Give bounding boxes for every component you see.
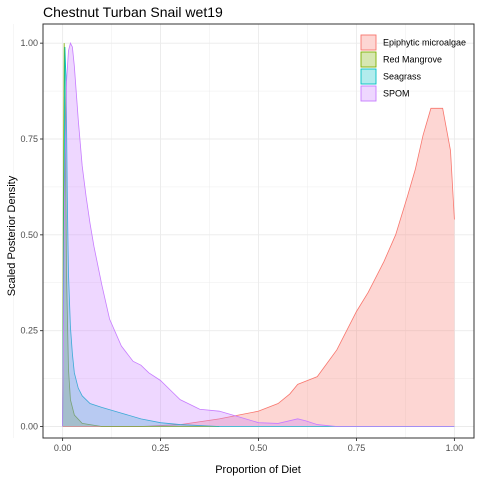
line-spom — [62, 42, 455, 427]
x-tick-label: 0.00 — [54, 443, 72, 453]
density-areas — [62, 42, 455, 427]
y-tick-label: 0.00 — [20, 422, 38, 432]
area-epiphytic-microalgae — [62, 108, 455, 427]
legend-key-bg — [360, 68, 377, 85]
legend-label-seagrass: Seagrass — [383, 72, 422, 82]
y-tick-label: 0.75 — [20, 134, 38, 144]
y-tick-label: 1.00 — [20, 38, 38, 48]
legend-label-red-mangrove: Red Mangrove — [383, 55, 442, 65]
y-axis-title: Scaled Posterior Density — [6, 175, 18, 296]
legend-key-bg — [360, 85, 377, 102]
x-tick-label: 0.50 — [250, 443, 268, 453]
line-red-mangrove — [62, 43, 220, 427]
legend-key-bg — [360, 34, 377, 51]
y-tick-label: 0.50 — [20, 230, 38, 240]
legend-swatch-epiphytic-microalgae — [360, 34, 377, 51]
line-epiphytic-microalgae — [62, 107, 455, 427]
legend-label-epiphytic-microalgae: Epiphytic microalgae — [383, 38, 466, 48]
legend-swatch-spom — [360, 85, 377, 102]
x-tick-label: 0.25 — [152, 443, 170, 453]
x-tick-label: 0.75 — [348, 443, 366, 453]
chart-title: Chestnut Turban Snail wet19 — [43, 4, 223, 20]
x-axis-ticks: 0.00 0.25 0.50 0.75 1.00 — [54, 438, 463, 453]
y-axis-ticks: 0.00 0.25 0.50 0.75 1.00 — [20, 38, 43, 432]
legend-label-spom: SPOM — [383, 89, 410, 99]
x-tick-label: 1.00 — [446, 443, 464, 453]
x-axis-title: Proportion of Diet — [215, 464, 301, 476]
legend: Epiphytic microalgae Red Mangrove Seagrass… — [360, 34, 466, 102]
legend-swatch-red-mangrove — [360, 51, 377, 68]
area-spom — [62, 43, 455, 427]
legend-key-bg — [360, 51, 377, 68]
legend-swatch-seagrass — [360, 68, 377, 85]
y-tick-label: 0.25 — [20, 326, 38, 336]
